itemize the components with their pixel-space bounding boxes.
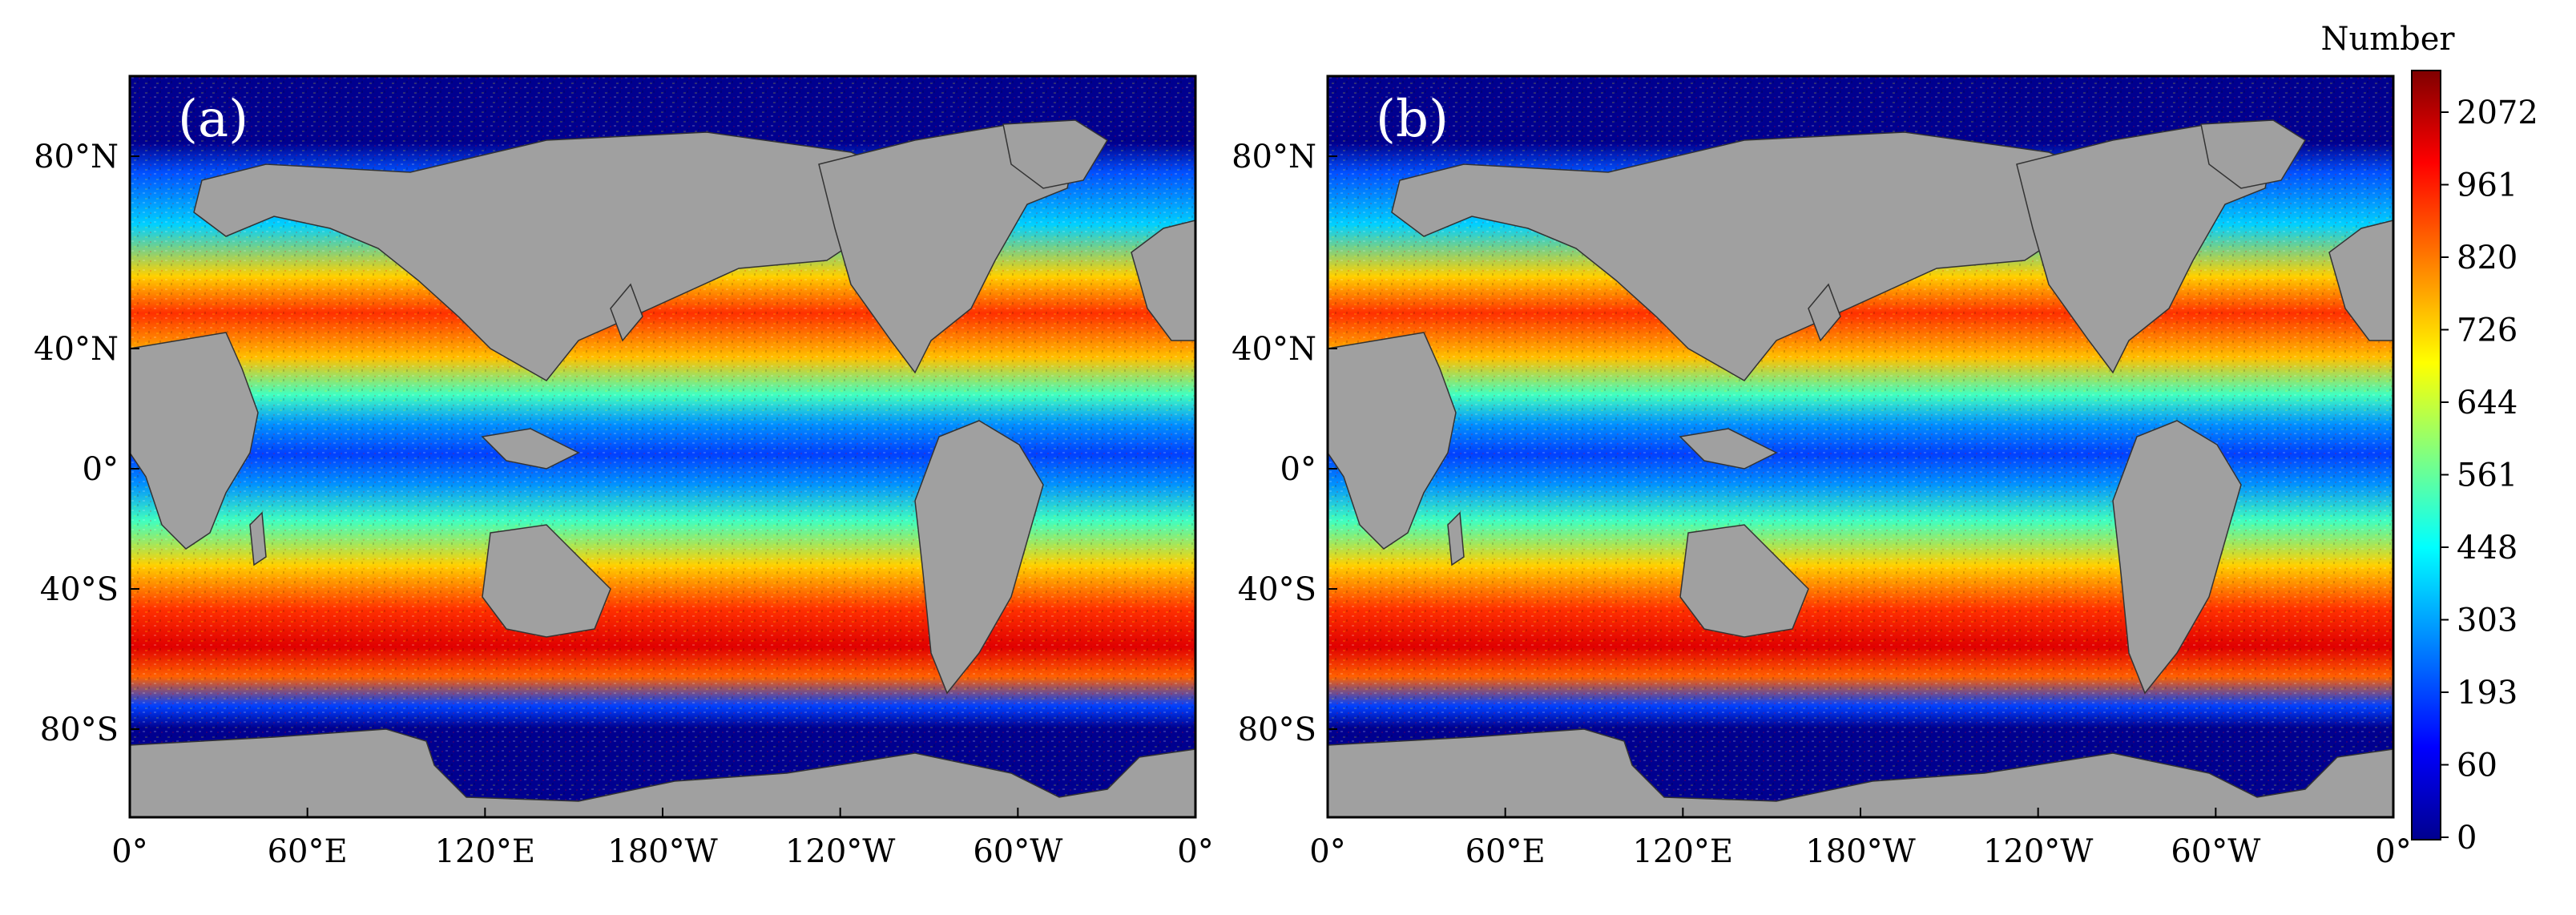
land-indonesia: [1679, 428, 1778, 470]
land-madagascar: [1447, 511, 1465, 566]
colorbar-tick-label: 820: [2457, 240, 2518, 276]
colorbar-tick-label: 0: [2457, 820, 2477, 857]
colorbar-tick-label: 2072: [2457, 95, 2538, 131]
y-tick-label: 80°N: [1232, 139, 1316, 175]
x-tick-label: 60°E: [1465, 833, 1546, 870]
colorbar-tick-label: 303: [2457, 603, 2518, 639]
x-tick-label: 120°E: [1633, 833, 1734, 870]
x-tick-label: 120°W: [785, 833, 895, 870]
y-tick-label: 40°S: [1238, 571, 1316, 608]
colorbar: Number 2072 961 820 726 644 561 448 303 193 60 0: [2320, 21, 2538, 857]
x-tick-label: 60°W: [973, 833, 1062, 870]
y-tick-label: 0°: [1280, 451, 1316, 488]
x-tick-label: 0°: [2375, 833, 2411, 870]
land-africa: [129, 332, 259, 550]
colorbar-tick-label: 193: [2457, 675, 2518, 711]
y-tick-label: 40°N: [34, 331, 119, 368]
colorbar-tick-label: 644: [2457, 385, 2518, 421]
x-tick-label: 180°W: [607, 833, 717, 870]
colorbar-ramp: [2411, 70, 2441, 840]
y-tick-label: 80°S: [40, 711, 119, 748]
land-madagascar: [249, 511, 267, 566]
x-tick-label: 180°W: [1805, 833, 1915, 870]
panel-label: (a): [178, 90, 248, 149]
x-tick-label: 120°W: [1983, 833, 2093, 870]
land-australia: [1679, 524, 1809, 638]
colorbar-tick-label: 448: [2457, 530, 2518, 566]
land-indonesia: [481, 428, 580, 470]
y-tick-label: 80°S: [1238, 711, 1316, 748]
colorbar-tick-label: 726: [2457, 312, 2518, 349]
map-panel: (b) 0° 60°E 120°E 180°W 120°W 60°W 0° 80°N 40°N 0°…: [1232, 75, 2412, 870]
x-tick-label: 0°: [1309, 833, 1345, 870]
land-africa: [1327, 332, 1457, 550]
panel-label: (b): [1376, 90, 1449, 149]
colorbar-tick-label: 961: [2457, 167, 2518, 204]
map-panel: (a) 0° 60°E 120°E 180°W 120°W 60°W 0° 80°N 40°N 0°…: [34, 75, 1214, 870]
land-greenland: [1002, 119, 1109, 189]
y-tick-label: 80°N: [34, 139, 119, 175]
land-greenland: [2200, 119, 2307, 189]
land-australia: [482, 524, 611, 638]
land-south-america: [2112, 420, 2242, 695]
x-tick-label: 0°: [1177, 833, 1213, 870]
land-japan: [1808, 283, 1841, 342]
x-tick-label: 60°W: [2171, 833, 2260, 870]
y-tick-label: 0°: [83, 451, 119, 488]
colorbar-tick-label: 60: [2457, 748, 2497, 784]
y-tick-label: 40°S: [40, 571, 119, 608]
colorbar-title: Number: [2320, 21, 2455, 58]
land-japan: [610, 283, 643, 342]
x-tick-label: 120°E: [435, 833, 536, 870]
y-tick-label: 40°N: [1232, 331, 1316, 368]
land-south-america: [914, 420, 1044, 695]
colorbar-tick-label: 561: [2457, 458, 2518, 494]
x-tick-label: 0°: [111, 833, 147, 870]
x-tick-label: 60°E: [268, 833, 348, 870]
